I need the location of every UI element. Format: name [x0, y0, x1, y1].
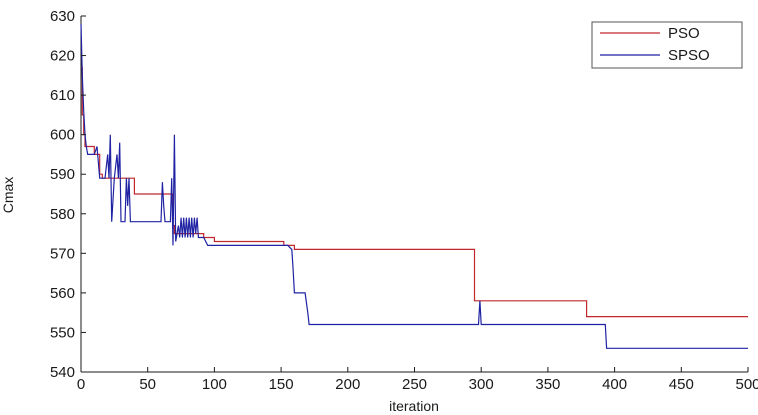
- series-layer: [80, 23, 748, 349]
- y-tick-label: 560: [50, 285, 75, 302]
- x-tick-label: 50: [139, 376, 156, 393]
- y-tick-label: 600: [50, 127, 75, 144]
- x-axis-title: iteration: [389, 398, 439, 414]
- plot-frame: [80, 16, 748, 373]
- x-axis: 0 50 100 150 200 250 300 350 400 450 500: [77, 367, 758, 393]
- x-tick-label: 150: [269, 376, 294, 393]
- legend-label-pso: PSO: [668, 25, 700, 42]
- legend: PSO SPSO: [591, 21, 743, 69]
- legend-label-spso: SPSO: [668, 47, 710, 64]
- y-tick-label: 540: [50, 364, 75, 381]
- y-tick-label: 590: [50, 166, 75, 183]
- legend-box: [591, 21, 743, 69]
- y-axis-title: Cmax: [0, 177, 16, 214]
- y-tick-label: 570: [50, 245, 75, 262]
- y-tick-label: 550: [50, 324, 75, 341]
- x-tick-label: 100: [202, 376, 227, 393]
- y-tick-label: 630: [50, 8, 75, 25]
- y-tick-label: 610: [50, 87, 75, 104]
- x-tick-label: 450: [669, 376, 694, 393]
- x-tick-label: 500: [735, 376, 758, 393]
- x-tick-label: 250: [402, 376, 427, 393]
- x-tick-label: 300: [469, 376, 494, 393]
- y-axis: 540 550 560 570 580 590 600 610 620 630: [50, 8, 86, 381]
- series-line-pso: [81, 66, 748, 318]
- x-tick-label: 200: [335, 376, 360, 393]
- x-tick-label: 400: [602, 376, 627, 393]
- y-tick-label: 580: [50, 206, 75, 223]
- x-tick-label: 0: [77, 376, 85, 393]
- x-tick-label: 350: [535, 376, 560, 393]
- series-line-spso: [80, 23, 748, 349]
- y-tick-label: 620: [50, 48, 75, 65]
